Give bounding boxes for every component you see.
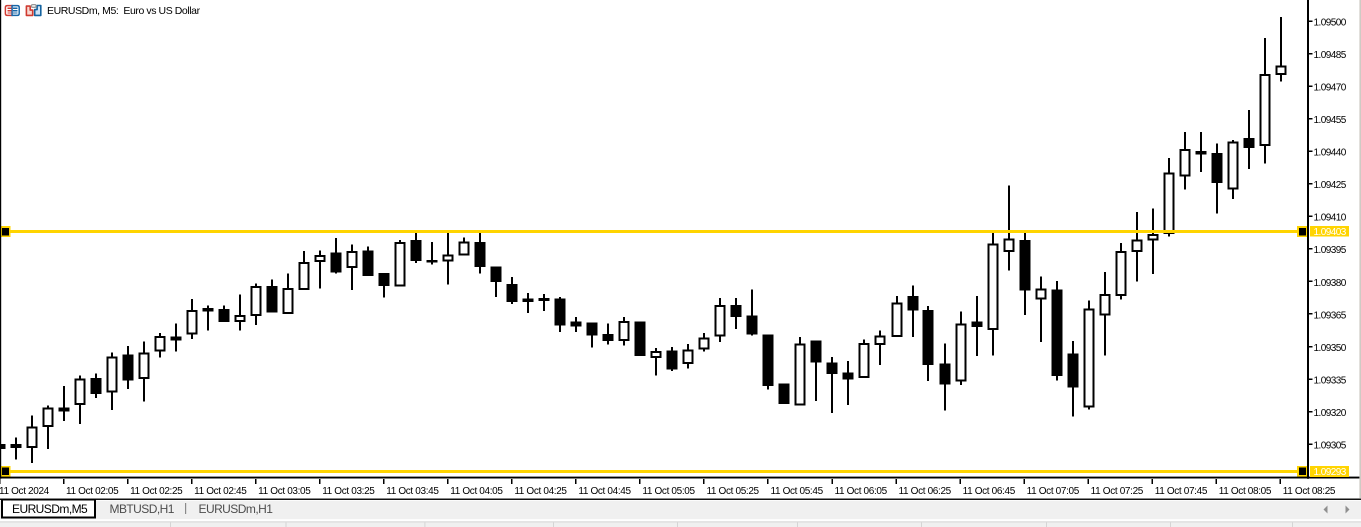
svg-text:1.09440: 1.09440 — [1314, 148, 1347, 159]
svg-text:1.09320: 1.09320 — [1314, 408, 1347, 419]
svg-text:1.09410: 1.09410 — [1314, 213, 1347, 224]
svg-text:11 Oct 04:25: 11 Oct 04:25 — [514, 486, 567, 497]
svg-text:1.09305: 1.09305 — [1314, 440, 1347, 451]
svg-text:11 Oct 07:45: 11 Oct 07:45 — [1155, 486, 1208, 497]
svg-text:11 Oct 2024: 11 Oct 2024 — [0, 486, 50, 497]
svg-text:1.09425: 1.09425 — [1314, 180, 1347, 191]
svg-text:1.09350: 1.09350 — [1314, 343, 1347, 354]
svg-text:1.09335: 1.09335 — [1314, 375, 1347, 386]
svg-text:11 Oct 07:05: 11 Oct 07:05 — [1027, 486, 1080, 497]
svg-text:MBTUSD,H1: MBTUSD,H1 — [110, 502, 175, 516]
svg-text:11 Oct 02:25: 11 Oct 02:25 — [130, 486, 183, 497]
svg-text:11 Oct 02:05: 11 Oct 02:05 — [66, 486, 119, 497]
svg-text:11 Oct 03:05: 11 Oct 03:05 — [258, 486, 311, 497]
svg-text:11 Oct 07:25: 11 Oct 07:25 — [1091, 486, 1144, 497]
svg-text:1.09485: 1.09485 — [1314, 50, 1347, 61]
svg-text:1.09293: 1.09293 — [1314, 467, 1347, 478]
svg-text:11 Oct 06:05: 11 Oct 06:05 — [835, 486, 888, 497]
svg-text:11 Oct 05:25: 11 Oct 05:25 — [706, 486, 759, 497]
svg-text:11 Oct 02:45: 11 Oct 02:45 — [194, 486, 247, 497]
svg-text:11 Oct 06:25: 11 Oct 06:25 — [899, 486, 952, 497]
svg-text:1.09365: 1.09365 — [1314, 310, 1347, 321]
svg-text:1.09500: 1.09500 — [1314, 18, 1347, 29]
svg-text:11 Oct 08:05: 11 Oct 08:05 — [1219, 486, 1272, 497]
svg-text:EURUSDm,M5: EURUSDm,M5 — [12, 502, 88, 516]
svg-text:11 Oct 06:45: 11 Oct 06:45 — [963, 486, 1016, 497]
svg-text:1.09380: 1.09380 — [1314, 278, 1347, 289]
svg-text:EURUSDm, M5: Euro vs US Dolla: EURUSDm, M5: Euro vs US Dollar — [47, 5, 201, 17]
svg-text:11 Oct 05:05: 11 Oct 05:05 — [642, 486, 695, 497]
svg-text:11 Oct 03:45: 11 Oct 03:45 — [386, 486, 439, 497]
svg-text:11 Oct 08:25: 11 Oct 08:25 — [1283, 486, 1336, 497]
svg-text:1.09455: 1.09455 — [1314, 115, 1347, 126]
svg-text:EURUSDm,H1: EURUSDm,H1 — [199, 502, 274, 516]
svg-text:1.09403: 1.09403 — [1314, 227, 1347, 238]
svg-text:1.09395: 1.09395 — [1314, 245, 1347, 256]
svg-text:11 Oct 05:45: 11 Oct 05:45 — [770, 486, 823, 497]
svg-text:11 Oct 04:45: 11 Oct 04:45 — [578, 486, 631, 497]
svg-text:11 Oct 04:05: 11 Oct 04:05 — [450, 486, 503, 497]
svg-text:11 Oct 03:25: 11 Oct 03:25 — [322, 486, 375, 497]
svg-text:1.09470: 1.09470 — [1314, 83, 1347, 94]
